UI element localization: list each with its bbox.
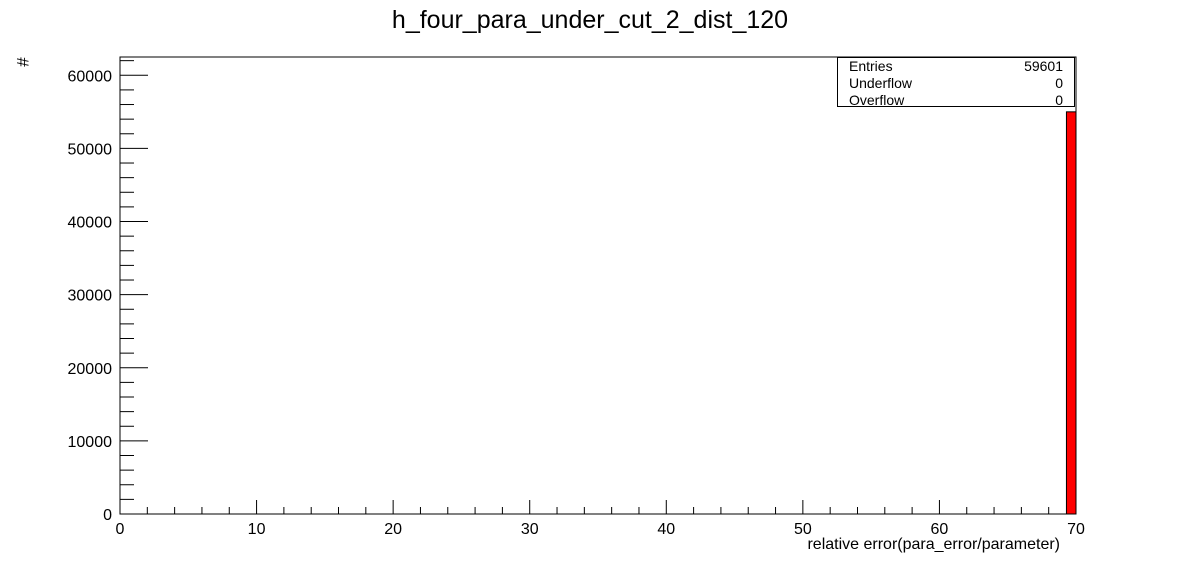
stats-label: Overflow: [849, 92, 905, 108]
stats-box: Entries 59601 Underflow 0 Overflow 0: [837, 57, 1075, 109]
x-tick-label: 40: [657, 521, 675, 538]
x-tick-label: 70: [1067, 521, 1085, 538]
stats-value: 59601: [1024, 58, 1063, 74]
stats-row-overflow: Overflow 0: [838, 92, 1074, 109]
histogram-bar: [1065, 111, 1077, 515]
plot-frame: [119, 56, 1077, 515]
y-tick-label: 10000: [68, 434, 113, 451]
x-tick-label: 20: [384, 521, 402, 538]
stats-row-underflow: Underflow 0: [838, 75, 1074, 92]
stats-label: Underflow: [849, 75, 913, 91]
x-tick-label: 10: [248, 521, 266, 538]
y-tick-label: 30000: [68, 288, 113, 305]
x-tick-label: 60: [931, 521, 949, 538]
x-axis-label: relative error(para_error/parameter): [807, 536, 1060, 553]
x-tick-label: 0: [116, 521, 125, 538]
y-tick-label: 40000: [68, 215, 113, 232]
stats-label: Entries: [849, 58, 893, 74]
y-tick-label: 60000: [68, 68, 113, 85]
stats-value: 0: [1055, 92, 1063, 108]
chart-title: h_four_para_under_cut_2_dist_120: [391, 6, 789, 34]
y-tick-label: 0: [103, 507, 112, 524]
x-tick-label: 50: [794, 521, 812, 538]
y-tick-label: 20000: [68, 361, 113, 378]
x-tick-label: 30: [521, 521, 539, 538]
y-tick-label: 50000: [68, 141, 113, 158]
stats-row-entries: Entries 59601: [838, 58, 1074, 75]
stats-value: 0: [1055, 75, 1063, 91]
